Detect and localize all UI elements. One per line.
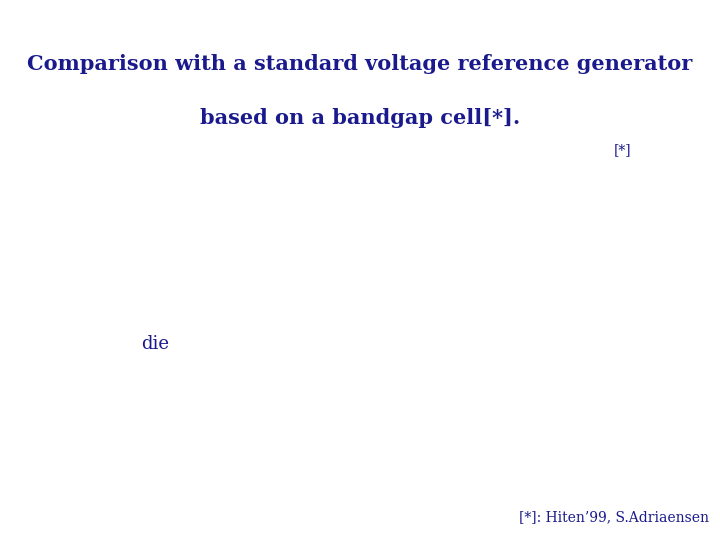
Text: die: die bbox=[141, 335, 168, 353]
Text: [*]: [*] bbox=[614, 143, 631, 157]
Text: Comparison with a standard voltage reference generator: Comparison with a standard voltage refer… bbox=[27, 54, 693, 74]
Text: [*]: Hiten’99, S.Adriaensen: [*]: Hiten’99, S.Adriaensen bbox=[519, 510, 709, 524]
Text: based on a bandgap cell[*].: based on a bandgap cell[*]. bbox=[200, 108, 520, 128]
